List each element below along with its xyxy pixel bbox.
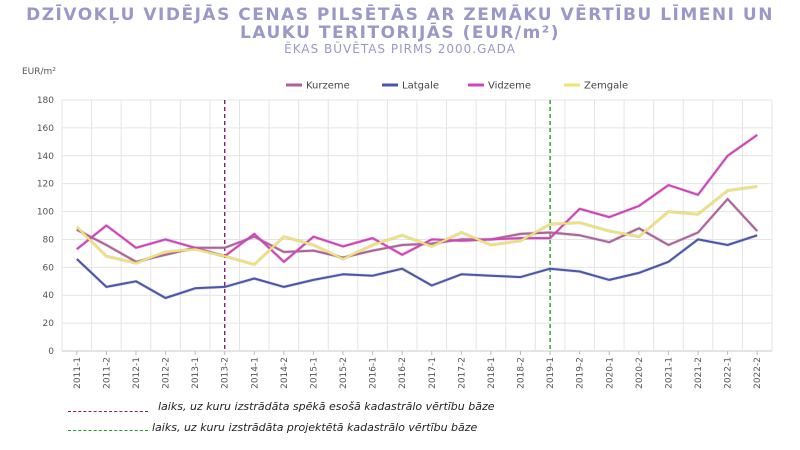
series-line-latgale	[76, 234, 758, 299]
x-tick-label: 2022-2	[753, 357, 763, 389]
y-tick-label: 160	[37, 124, 54, 134]
y-tick-label: 80	[43, 235, 55, 245]
y-tick-label: 100	[37, 208, 54, 218]
x-tick-label: 2015-2	[339, 357, 349, 389]
x-tick-label: 2019-2	[576, 357, 586, 389]
x-axis: 2011-1 2011-2 2012-1 2012-2 2013-1 2013-2 2014…	[73, 351, 763, 389]
legend: Kurzeme Latgale Vidzeme Zemgale	[286, 81, 628, 92]
series-line-zemgale	[76, 185, 758, 266]
series-lines	[75, 133, 759, 300]
x-tick-label: 2014-2	[280, 357, 290, 389]
x-tick-label: 2013-2	[221, 357, 231, 389]
x-tick-label: 2017-1	[428, 357, 438, 389]
x-tick-label: 2012-1	[132, 357, 142, 389]
y-tick-label: 120	[37, 180, 54, 190]
y-tick-label: 0	[48, 347, 54, 357]
x-tick-label: 2018-1	[487, 357, 497, 389]
x-tick-label: 2022-1	[724, 357, 734, 389]
grid	[61, 99, 773, 352]
marker-note-1-text: laiks, uz kuru izstrādāta spēkā esošā ka…	[158, 400, 495, 413]
marker-note-2-text: laiks, uz kuru izstrādāta projektētā kad…	[152, 421, 478, 434]
y-tick-label: 180	[37, 96, 54, 106]
x-tick-label: 2017-2	[457, 357, 467, 389]
legend-label-zemgale: Zemgale	[584, 81, 628, 92]
chart-title: DZĪVOKĻU VIDĒJĀS CENAS PILSĒTĀS AR ZEMĀK…	[26, 5, 774, 43]
x-tick-label: 2015-1	[309, 357, 319, 389]
y-tick-label: 40	[43, 291, 55, 301]
x-tick-label: 2018-2	[517, 357, 527, 389]
x-tick-label: 2011-2	[102, 357, 112, 389]
x-tick-label: 2021-1	[664, 357, 674, 389]
x-tick-label: 2021-2	[694, 357, 704, 389]
x-tick-label: 2014-1	[250, 357, 260, 389]
x-tick-label: 2020-1	[605, 357, 615, 389]
y-tick-label: 60	[43, 263, 55, 273]
x-tick-label: 2013-1	[191, 357, 201, 389]
marker-note-2-swatch	[68, 430, 148, 431]
y-tick-label: 140	[37, 152, 54, 162]
x-tick-label: 2011-1	[73, 357, 83, 389]
x-tick-label: 2016-1	[369, 357, 379, 389]
y-axis-label: EUR/m²	[22, 67, 56, 77]
x-tick-label: 2020-2	[635, 357, 645, 389]
y-tick-label: 20	[43, 319, 55, 329]
legend-label-vidzeme: Vidzeme	[488, 81, 531, 92]
marker-note-1-swatch	[68, 411, 148, 412]
legend-label-kurzeme: Kurzeme	[306, 81, 350, 92]
chart-subtitle: ĒKAS BŪVĒTAS PIRMS 2000.GADA	[284, 42, 516, 56]
x-tick-label: 2016-2	[398, 357, 408, 389]
y-axis: 0 20 40 60 80 100 120 140 160 180	[37, 96, 54, 357]
legend-label-latgale: Latgale	[402, 81, 439, 92]
x-tick-label: 2019-1	[546, 357, 556, 389]
x-tick-label: 2012-2	[162, 357, 172, 389]
series-line-vidzeme	[76, 134, 758, 263]
